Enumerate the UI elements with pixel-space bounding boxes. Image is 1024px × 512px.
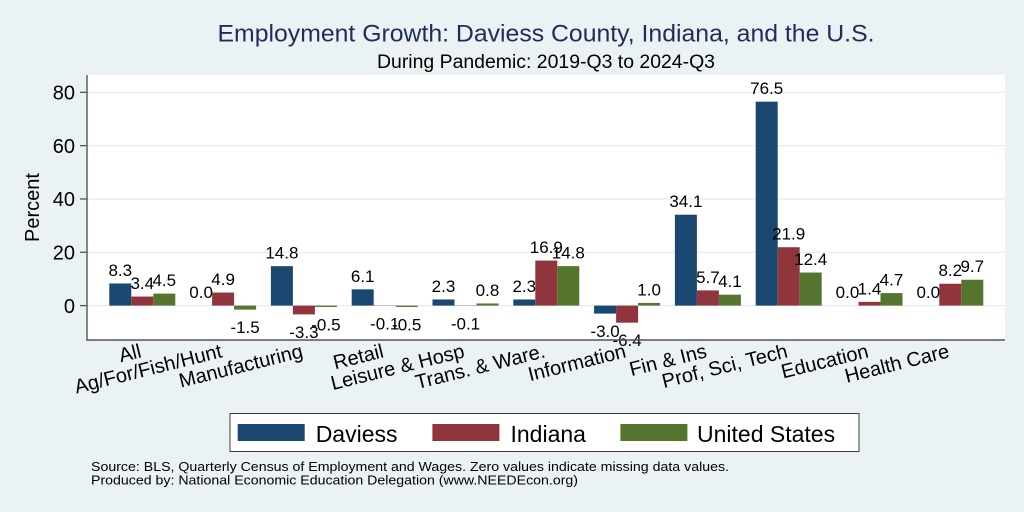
bar-united-states-all — [153, 293, 176, 306]
bar-indiana-trans-ware — [535, 260, 558, 306]
bar-indiana-ag-for-fish-hunt — [212, 292, 235, 306]
bar-label-united-states-education: 4.7 — [880, 271, 904, 290]
bar-label-indiana-retail: -0.1 — [370, 314, 399, 333]
bar-united-states-health-care — [961, 279, 984, 306]
bars — [109, 101, 984, 323]
bar-label-daviess-manufacturing: 14.8 — [265, 244, 298, 263]
bar-indiana-health-care — [939, 283, 962, 306]
bar-label-united-states-health-care: 9.7 — [960, 257, 984, 276]
bar-indiana-manufacturing — [292, 305, 315, 315]
bar-daviess-manufacturing — [270, 266, 293, 306]
legend-swatch-united-states — [620, 424, 688, 441]
bar-indiana-fin-ins — [696, 290, 719, 306]
bar-united-states-leisure-hosp — [476, 303, 499, 306]
bar-label-united-states-fin-ins: 4.1 — [718, 272, 742, 291]
bar-label-united-states-ag-for-fish-hunt: -1.5 — [230, 318, 259, 337]
bar-label-daviess-all: 8.3 — [108, 261, 132, 280]
bar-united-states-fin-ins — [718, 294, 741, 306]
bar-united-states-ag-for-fish-hunt — [234, 305, 257, 310]
bar-label-united-states-information: 1.0 — [637, 280, 661, 299]
y-tick-label-40: 40 — [53, 189, 75, 211]
legend-swatch-daviess — [237, 424, 305, 441]
bar-united-states-information — [638, 302, 661, 306]
bar-label-daviess-leisure-hosp: 2.3 — [432, 277, 456, 296]
bar-indiana-education — [858, 301, 881, 306]
bar-label-daviess-information: -3.0 — [590, 322, 619, 341]
bar-daviess-information — [594, 305, 617, 314]
legend: Daviess Indiana United States — [229, 413, 860, 452]
bar-daviess-fin-ins — [674, 214, 697, 306]
legend-item-united-states: United States — [620, 421, 835, 447]
bar-label-daviess-fin-ins: 34.1 — [669, 192, 702, 211]
bar-label-indiana-prof-sci-tech: 21.9 — [772, 225, 805, 244]
x-tick-label-all: All — [117, 341, 144, 368]
legend-item-daviess: Daviess — [237, 421, 398, 447]
legend-label-indiana: Indiana — [511, 421, 587, 447]
bar-label-united-states-retail: -0.5 — [392, 315, 421, 334]
bar-label-indiana-leisure-hosp: -0.1 — [451, 314, 480, 333]
bar-daviess-leisure-hosp — [432, 299, 455, 306]
bar-label-united-states-trans-ware: 14.8 — [552, 244, 585, 263]
y-axis-title: Percent — [22, 173, 44, 242]
legend-label-daviess: Daviess — [316, 421, 398, 447]
legend-box — [229, 413, 860, 452]
bar-label-indiana-education: 1.4 — [858, 279, 882, 298]
bar-label-daviess-health-care: 0.0 — [916, 283, 940, 302]
bar-label-daviess-education: 0.0 — [836, 283, 860, 302]
bar-label-daviess-ag-for-fish-hunt: 0.0 — [189, 283, 213, 302]
bar-indiana-prof-sci-tech — [777, 247, 800, 306]
y-tick-label-60: 60 — [53, 136, 75, 158]
chart-subtitle: During Pandemic: 2019-Q3 to 2024-Q3 — [377, 52, 715, 73]
bar-label-indiana-trans-ware: 16.9 — [530, 238, 563, 257]
bar-indiana-all — [131, 296, 154, 306]
y-tick-label-80: 80 — [53, 83, 75, 105]
bar-label-united-states-prof-sci-tech: 12.4 — [794, 250, 827, 269]
bar-label-indiana-ag-for-fish-hunt: 4.9 — [211, 270, 235, 289]
legend-swatch-indiana — [432, 424, 500, 441]
bar-daviess-retail — [351, 289, 374, 306]
legend-label-united-states: United States — [697, 421, 835, 447]
bar-label-indiana-health-care: 8.2 — [938, 261, 962, 280]
source-note: Source: BLS, Quarterly Census of Employm… — [91, 459, 729, 474]
bar-label-indiana-all: 3.4 — [130, 274, 154, 293]
y-tick-label-20: 20 — [53, 242, 75, 264]
bar-daviess-prof-sci-tech — [755, 101, 778, 306]
bar-daviess-all — [109, 283, 132, 306]
legend-item-indiana: Indiana — [432, 421, 586, 447]
bar-indiana-information — [616, 305, 639, 323]
bar-label-indiana-manufacturing: -3.3 — [289, 323, 318, 342]
bar-label-daviess-prof-sci-tech: 76.5 — [750, 79, 783, 98]
bar-label-indiana-fin-ins: 5.7 — [696, 268, 720, 287]
bar-united-states-trans-ware — [557, 266, 580, 306]
bar-label-united-states-all: 4.5 — [152, 271, 176, 290]
bar-daviess-trans-ware — [513, 299, 536, 306]
bar-label-daviess-trans-ware: 2.3 — [512, 277, 536, 296]
y-axis-ticks: 0 20 40 60 80 — [53, 83, 87, 318]
y-tick-label-0: 0 — [64, 296, 75, 318]
bar-united-states-manufacturing — [314, 305, 337, 307]
bar-label-united-states-manufacturing: -0.5 — [311, 315, 340, 334]
bar-label-united-states-leisure-hosp: 0.8 — [476, 281, 500, 300]
produced-by-note: Produced by: National Economic Education… — [91, 473, 578, 488]
bar-united-states-education — [880, 293, 903, 306]
bar-united-states-prof-sci-tech — [799, 272, 822, 306]
chart-title: Employment Growth: Daviess County, India… — [218, 21, 875, 48]
bar-label-daviess-retail: 6.1 — [351, 267, 375, 286]
bar-united-states-retail — [395, 305, 418, 307]
bar-value-labels: 8.3 0.0 14.8 6.1 2.3 2.3 -3.0 34.1 76.5 0.0 0.0 3.4… — [108, 79, 984, 350]
